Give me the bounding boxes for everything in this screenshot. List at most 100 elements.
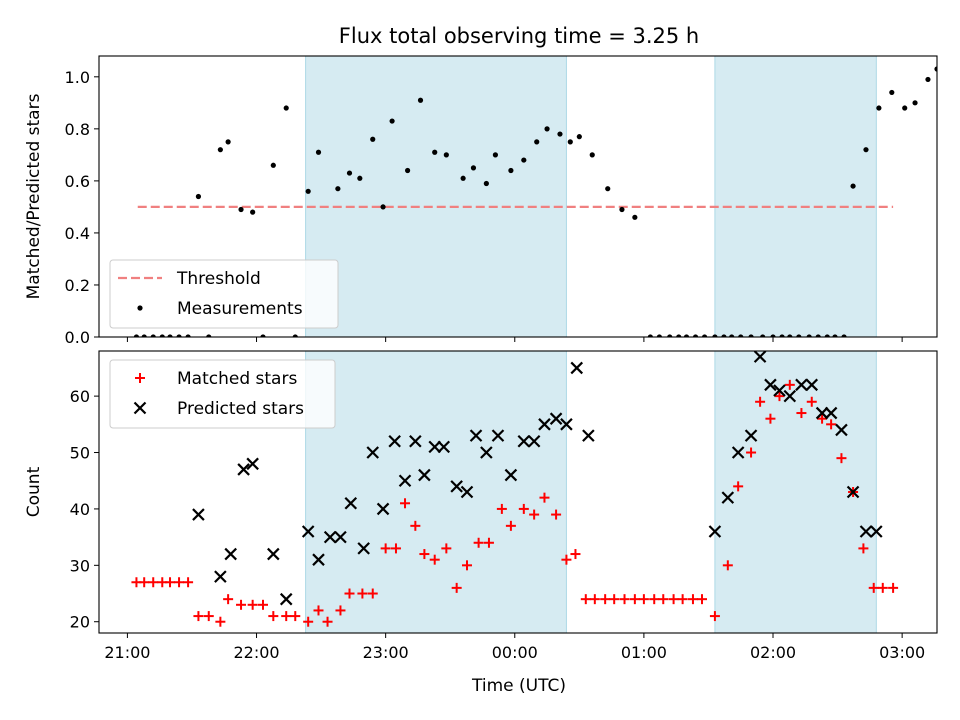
measurement-point bbox=[432, 149, 438, 155]
measurement-point bbox=[389, 118, 395, 124]
measurement-point bbox=[185, 334, 191, 337]
chart-title: Flux total observing time = 3.25 h bbox=[339, 24, 699, 48]
predicted-star-point bbox=[527, 434, 541, 448]
y-tick-label: 50 bbox=[70, 444, 90, 463]
legend-box bbox=[109, 259, 339, 329]
predicted-star-point bbox=[323, 530, 337, 544]
matched-star-point bbox=[580, 594, 591, 605]
matched-star-point bbox=[733, 481, 744, 492]
predicted-star-point bbox=[805, 378, 819, 392]
y-axis-label: Count bbox=[24, 466, 44, 517]
predicted-star-point bbox=[491, 429, 505, 442]
matched-star-point bbox=[410, 520, 421, 531]
predicted-star-point bbox=[549, 412, 563, 425]
predicted-star-point bbox=[279, 592, 293, 606]
measurement-point bbox=[770, 334, 776, 337]
predicted-star-point bbox=[437, 440, 451, 454]
measurement-point bbox=[443, 152, 449, 158]
y-tick-label: 60 bbox=[70, 387, 90, 406]
measurement-point bbox=[902, 105, 908, 111]
matched-star-point bbox=[551, 509, 562, 520]
matched-star-point bbox=[193, 611, 204, 622]
matched-star-point bbox=[139, 577, 150, 588]
measurement-point bbox=[647, 334, 653, 337]
measurement-point bbox=[159, 334, 165, 337]
predicted-star-point bbox=[824, 406, 838, 420]
measurement-point bbox=[589, 152, 595, 158]
measurement-point bbox=[357, 175, 363, 181]
predicted-star-point bbox=[731, 446, 745, 459]
measurement-point bbox=[701, 334, 708, 337]
predicted-star-point bbox=[366, 446, 380, 459]
predicted-star-point bbox=[267, 547, 280, 561]
predicted-star-point bbox=[376, 502, 390, 516]
measurement-point bbox=[195, 193, 202, 200]
predicted-star-point bbox=[246, 457, 259, 471]
measurement-point bbox=[141, 334, 147, 337]
matched-star-point bbox=[419, 549, 430, 560]
measurement-point bbox=[605, 186, 611, 192]
matched-star-point bbox=[268, 611, 279, 622]
legend-label: Threshold bbox=[176, 269, 261, 289]
measurement-point bbox=[335, 186, 341, 192]
legend-label: Predicted stars bbox=[177, 399, 304, 419]
measurement-point bbox=[824, 334, 830, 337]
legend-label: Matched stars bbox=[177, 369, 297, 389]
measurement-point bbox=[934, 66, 937, 72]
matched-star-point bbox=[858, 543, 869, 554]
series-layer bbox=[131, 351, 899, 627]
measurement-point bbox=[796, 334, 802, 337]
measurement-point bbox=[483, 180, 489, 187]
matched-star-point bbox=[619, 594, 630, 605]
measurement-point bbox=[841, 334, 847, 337]
x-tick-label: 22:00 bbox=[233, 643, 279, 662]
predicted-star-point bbox=[504, 468, 518, 482]
matched-star-point bbox=[518, 503, 529, 514]
matched-star-point bbox=[400, 498, 411, 509]
predicted-star-point bbox=[418, 468, 431, 482]
predicted-star-point bbox=[133, 401, 147, 415]
predicted-star-point bbox=[846, 485, 860, 499]
predicted-star-point bbox=[870, 525, 883, 538]
measurement-point bbox=[521, 157, 527, 163]
measurement-point bbox=[567, 139, 573, 145]
series-layer bbox=[133, 66, 937, 337]
measurement-point bbox=[850, 183, 856, 189]
predicted-star-point bbox=[538, 418, 551, 431]
matched-star-point bbox=[765, 413, 776, 424]
matched-star-point bbox=[796, 408, 807, 419]
matched-star-point bbox=[561, 554, 572, 565]
matched-star-point bbox=[247, 599, 258, 610]
measurement-point bbox=[238, 206, 244, 213]
measurement-point bbox=[544, 126, 550, 132]
matched-star-point bbox=[784, 379, 795, 390]
measurement-point bbox=[889, 89, 895, 96]
predicted-star-point bbox=[560, 418, 573, 431]
measurement-point bbox=[150, 334, 156, 337]
measurement-point bbox=[815, 334, 821, 337]
x-tick-label: 02:00 bbox=[750, 643, 796, 662]
measurement-point bbox=[460, 175, 466, 181]
predicted-star-point bbox=[398, 474, 412, 487]
predicted-star-point bbox=[237, 463, 250, 476]
matched-star-point bbox=[658, 594, 669, 605]
predicted-star-point bbox=[388, 434, 401, 448]
matched-star-point bbox=[696, 594, 707, 605]
matched-star-point bbox=[367, 588, 378, 599]
matched-star-point bbox=[609, 594, 620, 605]
axes-frame bbox=[98, 350, 938, 634]
predicted-star-point bbox=[582, 429, 595, 442]
matched-star-point bbox=[817, 413, 828, 424]
predicted-star-point bbox=[753, 351, 767, 363]
measurement-point bbox=[534, 139, 540, 145]
measurement-point bbox=[779, 334, 785, 337]
matched-star-point bbox=[649, 594, 660, 605]
measurement-point bbox=[217, 147, 223, 153]
predicted-star-point bbox=[428, 440, 441, 454]
matched-star-point bbox=[335, 605, 346, 616]
measurement-point bbox=[176, 334, 182, 337]
predicted-star-point bbox=[344, 497, 358, 510]
measurement-point bbox=[557, 131, 563, 137]
predicted-star-point bbox=[192, 508, 205, 521]
measurement-point bbox=[787, 334, 793, 337]
